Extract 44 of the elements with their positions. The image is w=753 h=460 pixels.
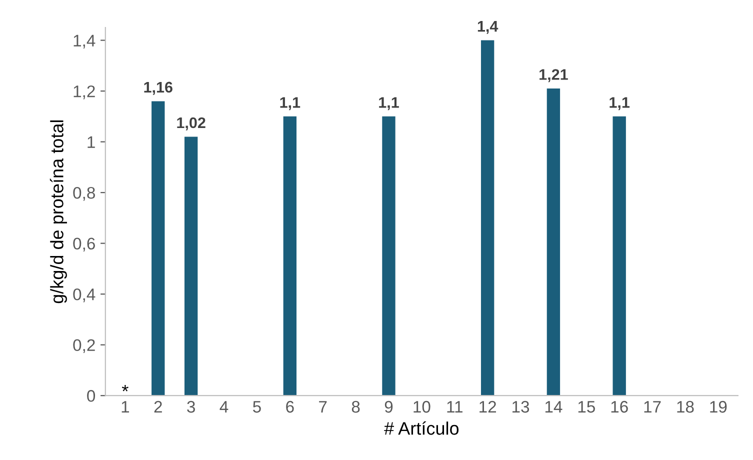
data-label: 1,16 (144, 82, 172, 95)
data-label: 1,02 (177, 117, 206, 130)
data-label: 1,1 (610, 97, 630, 110)
x-tick-label: 19 (710, 400, 727, 413)
x-tick-label: 16 (611, 400, 628, 413)
x-tick-label: 1 (122, 401, 130, 413)
y-tick-label: 1,4 (74, 34, 96, 48)
x-tick-label: 10 (414, 400, 430, 413)
x-tick-label: 6 (286, 400, 294, 413)
x-tick-label: 8 (352, 400, 360, 413)
x-axis-title: # Artículo (384, 421, 459, 435)
x-tick-label: 2 (154, 400, 162, 413)
x-tick-label: 13 (512, 400, 530, 413)
y-tick-label: 0,8 (73, 186, 95, 201)
x-tick-label: 5 (252, 401, 261, 413)
y-tick-label: 1,2 (74, 85, 95, 100)
bar (283, 116, 296, 396)
annotation: * (122, 384, 128, 392)
data-label: 1,1 (280, 97, 300, 110)
bar (546, 88, 560, 396)
x-tick-label: 4 (220, 401, 228, 413)
x-tick-label: 15 (578, 401, 595, 413)
y-axis-title: g/kg/d de proteína total (50, 120, 67, 304)
x-tick-label: 18 (677, 400, 694, 413)
x-tick-label: 9 (384, 400, 393, 413)
bar (184, 136, 198, 396)
bar (152, 101, 165, 396)
y-tick-label: 0,4 (73, 288, 96, 302)
x-tick-label: 7 (319, 401, 327, 413)
data-label: 1,4 (478, 21, 498, 34)
x-tick-label: 11 (447, 401, 462, 413)
y-tick-label: 0,2 (73, 339, 95, 354)
x-tick-label: 3 (187, 400, 195, 413)
bar (612, 116, 626, 396)
bar (480, 40, 494, 396)
data-label: 1,1 (379, 97, 399, 110)
y-tick-label: 0 (87, 390, 96, 402)
y-tick-label: 1 (88, 136, 95, 148)
x-tick-label: 14 (545, 401, 562, 413)
x-tick-label: 17 (644, 401, 661, 413)
y-tick-label: 0,6 (73, 238, 95, 252)
bar (382, 116, 396, 396)
data-label: 1,21 (540, 69, 568, 82)
x-tick-label: 12 (480, 400, 496, 413)
